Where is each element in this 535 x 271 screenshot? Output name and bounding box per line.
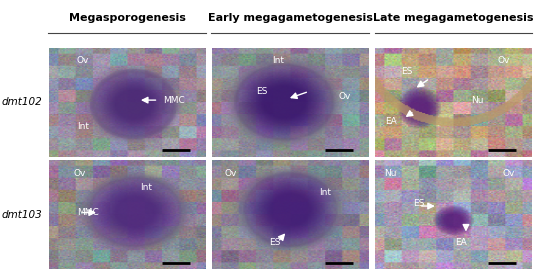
Text: ES: ES [269, 238, 280, 247]
Text: Megasporogenesis: Megasporogenesis [68, 13, 186, 22]
Text: dmt102: dmt102 [1, 97, 42, 107]
Text: EA: EA [455, 238, 467, 247]
Text: Ov: Ov [498, 56, 510, 65]
Text: ES: ES [256, 87, 268, 96]
Text: Nu: Nu [471, 96, 483, 105]
Text: MMC: MMC [163, 96, 185, 105]
Text: Ov: Ov [502, 169, 515, 178]
Text: Ov: Ov [74, 169, 86, 178]
Text: Late megagametogenesis: Late megagametogenesis [373, 13, 533, 22]
Text: Ov: Ov [339, 92, 351, 101]
Text: Int: Int [319, 188, 331, 198]
Text: Int: Int [272, 56, 284, 65]
Text: Early megagametogenesis: Early megagametogenesis [208, 13, 373, 22]
Text: EA: EA [385, 117, 396, 127]
Text: ES: ES [401, 67, 412, 76]
Text: Ov: Ov [225, 169, 237, 178]
Text: Int: Int [140, 183, 152, 192]
Text: dmt103: dmt103 [1, 210, 42, 220]
Text: Nu: Nu [385, 169, 397, 178]
Text: MMC: MMC [77, 208, 99, 217]
Text: Int: Int [77, 122, 89, 131]
Text: Ov: Ov [77, 56, 89, 65]
Text: ES: ES [413, 199, 425, 208]
